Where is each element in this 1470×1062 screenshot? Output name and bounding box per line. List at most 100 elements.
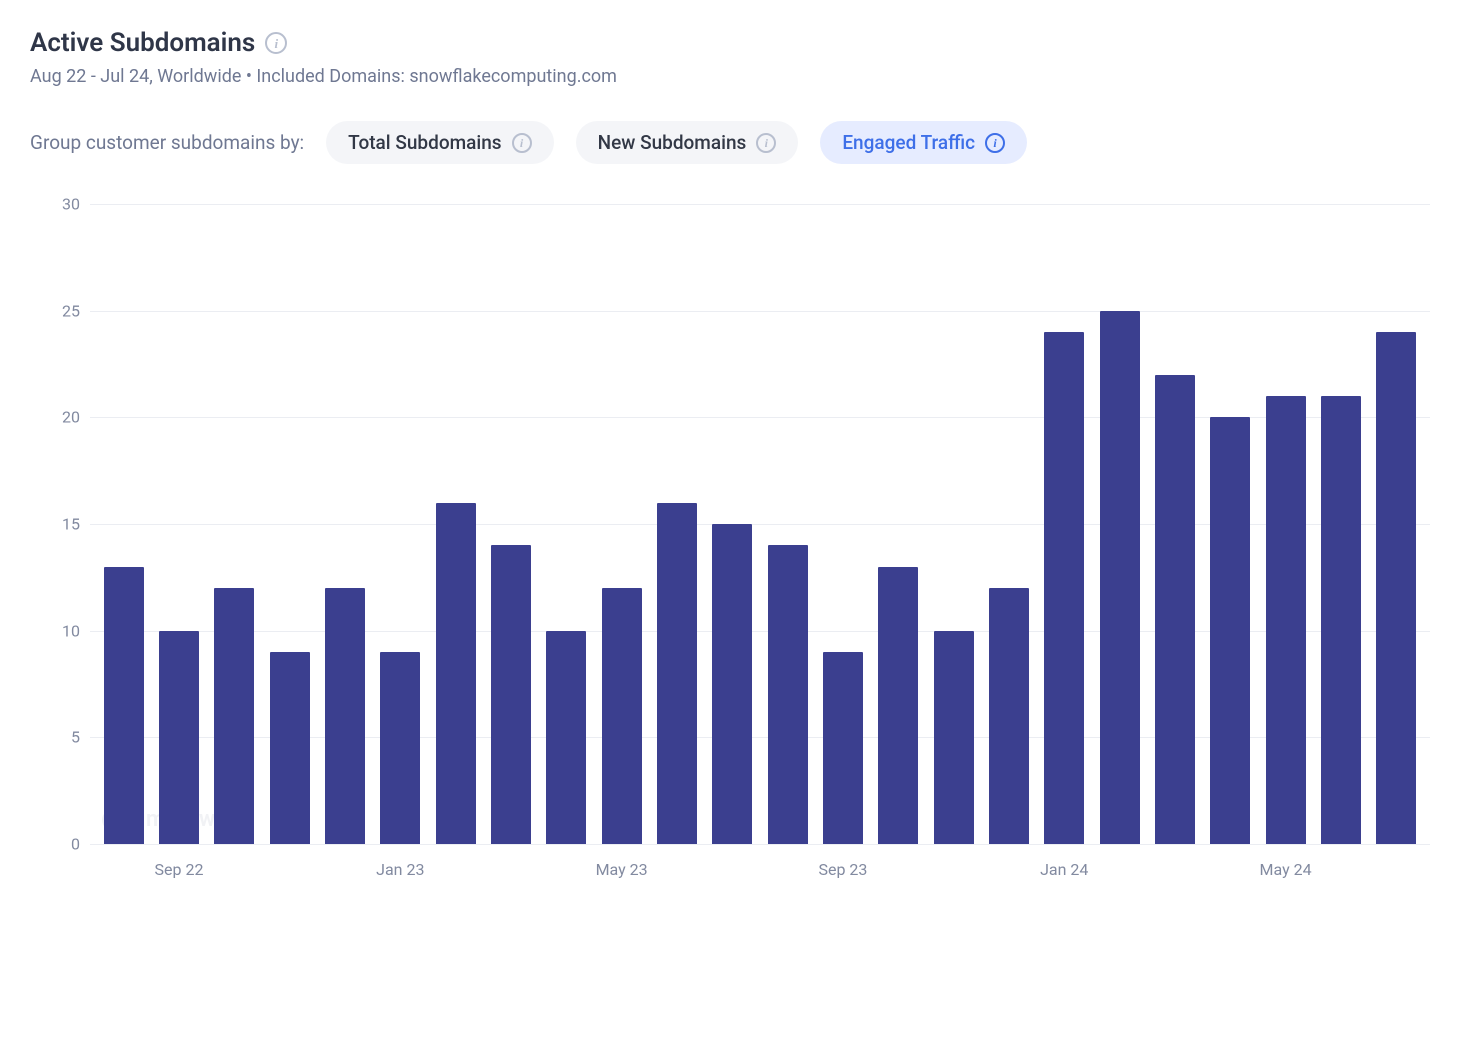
x-slot: [428, 844, 483, 904]
chart-title: Active Subdomains: [30, 28, 255, 58]
y-tick-label: 20: [30, 408, 80, 427]
x-slot: [207, 844, 262, 904]
bar[interactable]: [325, 588, 365, 844]
y-tick-label: 10: [30, 621, 80, 640]
y-tick-label: 30: [30, 195, 80, 214]
bar-slot: [96, 204, 151, 844]
x-slot: [1369, 844, 1424, 904]
bar-chart: similarweb Sep 22Jan 23May 23Sep 23Jan 2…: [30, 204, 1440, 904]
x-slot: [317, 844, 372, 904]
bar[interactable]: [1210, 417, 1250, 844]
bar-slot: [815, 204, 870, 844]
info-icon[interactable]: i: [265, 32, 287, 54]
x-slot: [96, 844, 151, 904]
chart-bars: [90, 204, 1430, 844]
bar-slot: [1313, 204, 1368, 844]
x-tick-label: Jan 24: [1040, 860, 1088, 879]
x-axis-labels: Sep 22 Jan 23 May 23 Sep 23 Jan 24 May 24: [90, 844, 1430, 904]
bar[interactable]: [1044, 332, 1084, 844]
x-slot: Sep 23: [815, 844, 870, 904]
bar[interactable]: [1100, 311, 1140, 844]
info-icon: i: [756, 133, 776, 153]
bar[interactable]: [712, 524, 752, 844]
x-slot: [1313, 844, 1368, 904]
bar-slot: [926, 204, 981, 844]
bar-slot: [207, 204, 262, 844]
x-slot: [1147, 844, 1202, 904]
bar-slot: [594, 204, 649, 844]
bar[interactable]: [270, 652, 310, 844]
bar[interactable]: [436, 503, 476, 844]
y-tick-label: 0: [30, 835, 80, 854]
x-tick-label: Sep 22: [155, 860, 204, 879]
y-tick-label: 15: [30, 515, 80, 534]
bar[interactable]: [657, 503, 697, 844]
x-slot: [981, 844, 1036, 904]
bar[interactable]: [159, 631, 199, 844]
bar-slot: [649, 204, 704, 844]
bar-slot: [705, 204, 760, 844]
x-slot: [262, 844, 317, 904]
bar-slot: [1369, 204, 1424, 844]
bar-slot: [428, 204, 483, 844]
bar-slot: [760, 204, 815, 844]
x-tick-label: May 23: [596, 860, 648, 879]
bar-slot: [871, 204, 926, 844]
x-tick-label: May 24: [1260, 860, 1312, 879]
y-tick-label: 25: [30, 301, 80, 320]
bar-slot: [317, 204, 372, 844]
y-tick-label: 5: [30, 728, 80, 747]
filter-total-subdomains[interactable]: Total Subdomains i: [326, 121, 553, 164]
bar-slot: [1258, 204, 1313, 844]
bar[interactable]: [768, 545, 808, 844]
x-slot: [539, 844, 594, 904]
bar-slot: [539, 204, 594, 844]
filter-label: Engaged Traffic: [842, 131, 975, 154]
x-slot: [705, 844, 760, 904]
bar-slot: [1203, 204, 1258, 844]
bar-slot: [373, 204, 428, 844]
bar[interactable]: [1266, 396, 1306, 844]
bar-slot: [151, 204, 206, 844]
bar[interactable]: [1321, 396, 1361, 844]
bar[interactable]: [491, 545, 531, 844]
bar[interactable]: [546, 631, 586, 844]
x-slot: [871, 844, 926, 904]
x-slot: [1092, 844, 1147, 904]
bar[interactable]: [823, 652, 863, 844]
x-slot: Sep 22: [151, 844, 206, 904]
bar-slot: [483, 204, 538, 844]
bar[interactable]: [1376, 332, 1416, 844]
bar[interactable]: [104, 567, 144, 844]
x-slot: May 24: [1258, 844, 1313, 904]
x-slot: [926, 844, 981, 904]
bar-slot: [1147, 204, 1202, 844]
x-tick-label: Jan 23: [376, 860, 424, 879]
chart-header: Active Subdomains i: [30, 28, 1440, 58]
x-slot: Jan 23: [373, 844, 428, 904]
filter-new-subdomains[interactable]: New Subdomains i: [576, 121, 799, 164]
filter-engaged-traffic[interactable]: Engaged Traffic i: [820, 121, 1027, 164]
x-slot: [760, 844, 815, 904]
bar-slot: [262, 204, 317, 844]
bar[interactable]: [602, 588, 642, 844]
group-by-controls: Group customer subdomains by: Total Subd…: [30, 121, 1440, 164]
x-tick-label: Sep 23: [818, 860, 867, 879]
x-slot: May 23: [594, 844, 649, 904]
info-icon: i: [985, 133, 1005, 153]
bar[interactable]: [380, 652, 420, 844]
bar[interactable]: [214, 588, 254, 844]
filter-label: Total Subdomains: [348, 131, 501, 154]
x-slot: [483, 844, 538, 904]
bar[interactable]: [1155, 375, 1195, 844]
bar-slot: [1037, 204, 1092, 844]
bar[interactable]: [989, 588, 1029, 844]
chart-subtitle: Aug 22 - Jul 24, Worldwide • Included Do…: [30, 66, 1440, 87]
x-slot: [649, 844, 704, 904]
group-by-label: Group customer subdomains by:: [30, 131, 304, 154]
filter-label: New Subdomains: [598, 131, 747, 154]
bar-slot: [1092, 204, 1147, 844]
bar[interactable]: [934, 631, 974, 844]
bar[interactable]: [878, 567, 918, 844]
bar-slot: [981, 204, 1036, 844]
